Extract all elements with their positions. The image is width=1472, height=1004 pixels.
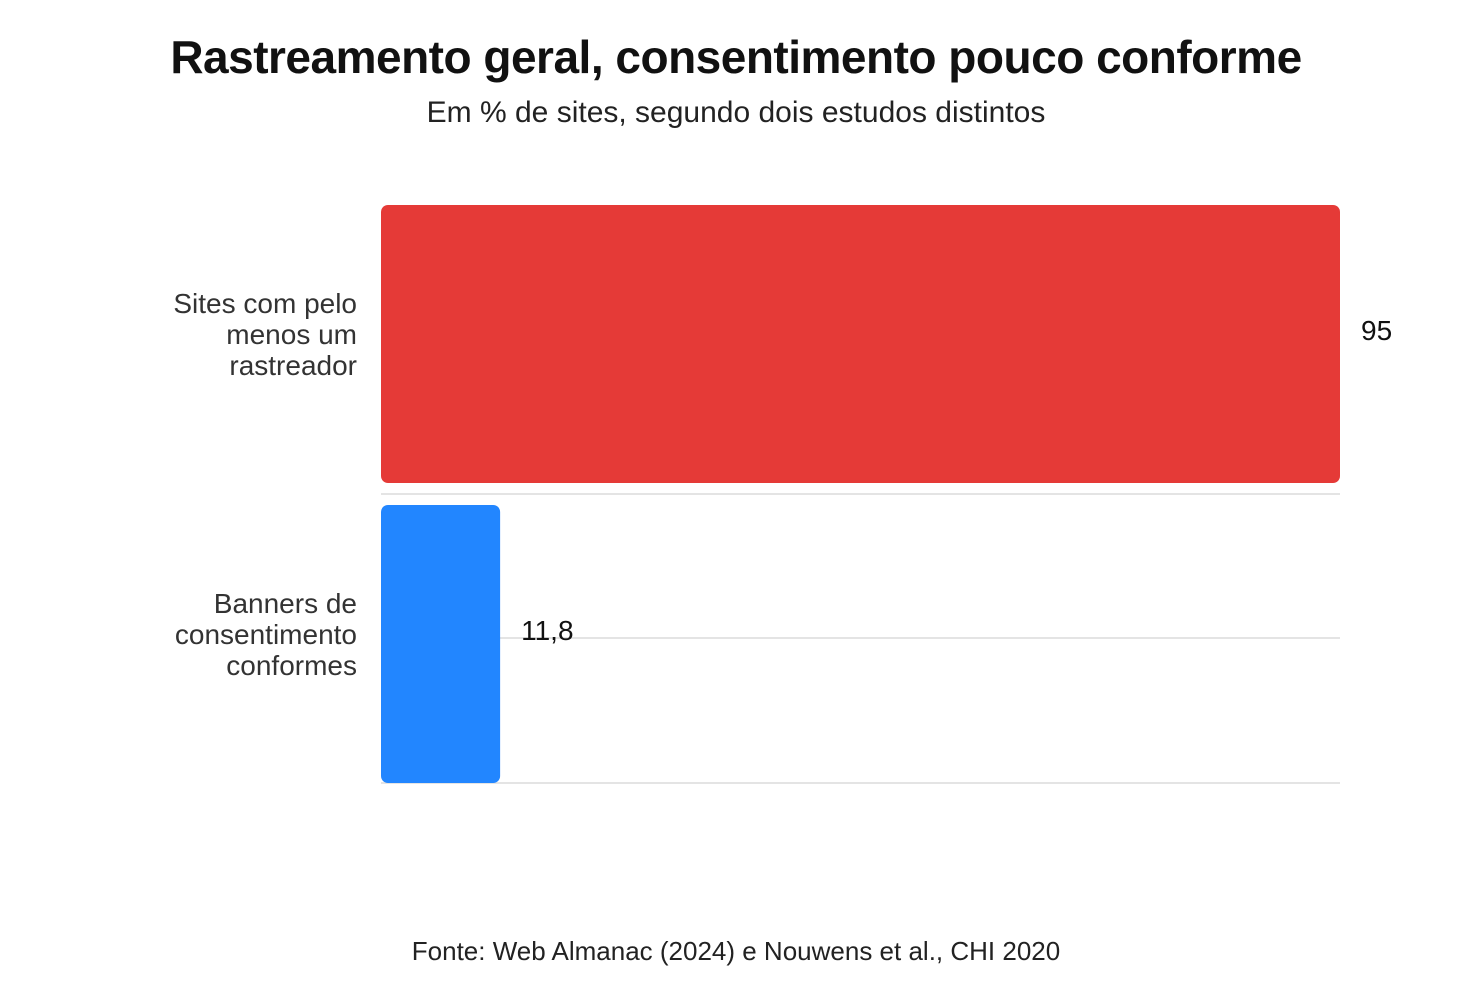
category-label-2: Banners de consentimento conformes bbox=[57, 588, 357, 681]
chart-source: Fonte: Web Almanac (2024) e Nouwens et a… bbox=[411, 936, 1061, 966]
chart-title: Rastreamento geral, consentimento pouco … bbox=[170, 31, 1302, 83]
bar-2 bbox=[381, 505, 501, 783]
category-label-line: Banners de bbox=[213, 587, 357, 619]
category-label-line: conformes bbox=[226, 649, 357, 681]
category-label-1: Sites com pelo menos um rastreador bbox=[57, 288, 357, 381]
chart-subtitle: Em % de sites, segundo dois estudos dist… bbox=[426, 96, 1046, 129]
category-label-line: menos um bbox=[226, 318, 357, 350]
bar-1 bbox=[381, 205, 1340, 483]
category-label-line: rastreador bbox=[229, 349, 357, 381]
category-label-line: consentimento bbox=[174, 618, 357, 650]
value-label-2: 11,8 bbox=[521, 615, 574, 646]
value-label-1: 95 bbox=[1361, 315, 1393, 346]
category-label-line: Sites com pelo bbox=[173, 287, 357, 319]
